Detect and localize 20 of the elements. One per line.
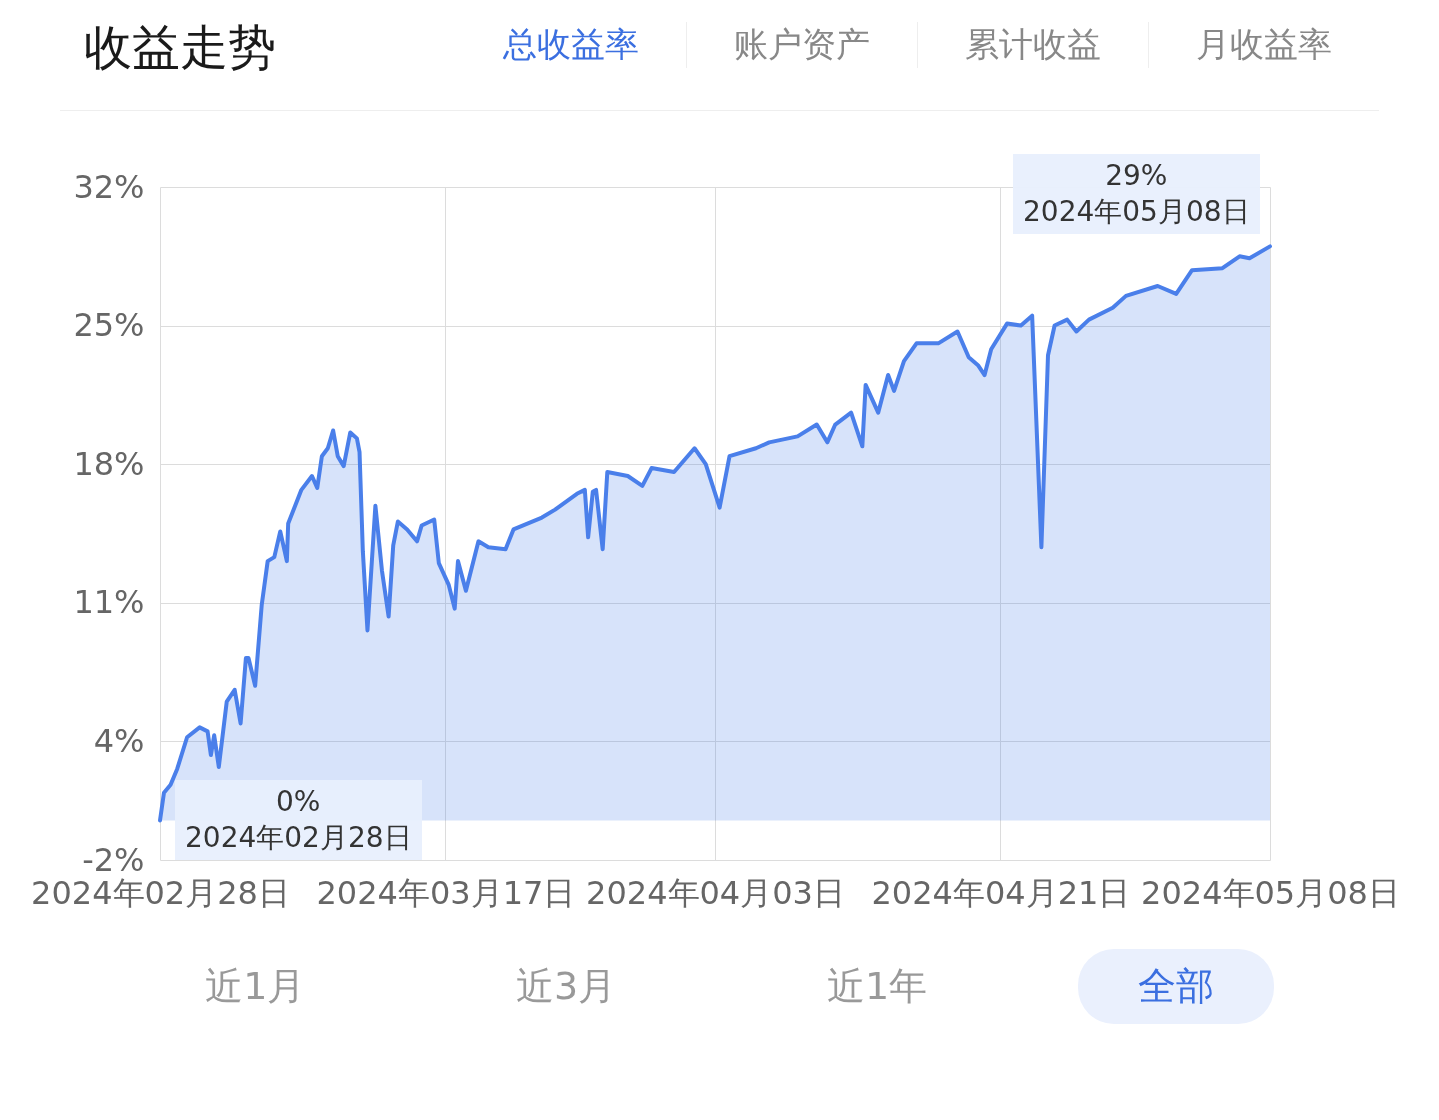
text: 账户资产 xyxy=(686,22,917,68)
x-tick-label: 2024年04月21日 xyxy=(871,873,1131,912)
y-tick-label: 32% xyxy=(73,167,145,206)
annotation: 0% 2024年02月28日 xyxy=(175,780,422,861)
text: 近3月 xyxy=(515,963,618,1010)
x-tick-label: 2024年04月03日 xyxy=(586,873,845,912)
y-tick-label: 11% xyxy=(73,583,145,622)
text: 近1年 xyxy=(825,963,929,1010)
chart-title: 收益走势 xyxy=(84,18,276,77)
text: 总收益率 xyxy=(502,23,640,66)
x-tick-label: 2024年05月08日 xyxy=(1141,873,1400,912)
text: 月收益率 xyxy=(1148,22,1379,68)
y-tick-label: 4% xyxy=(93,721,145,760)
y-tick-label: 18% xyxy=(73,444,145,483)
annotation: 29% 2024年05月08日 xyxy=(1013,154,1260,235)
text: 全部 xyxy=(1077,949,1274,1024)
y-tick-label: 25% xyxy=(73,306,145,345)
text: 近1月 xyxy=(204,963,307,1010)
text: 累计收益 xyxy=(917,22,1148,68)
x-tick-label: 2024年03月17日 xyxy=(316,873,576,912)
